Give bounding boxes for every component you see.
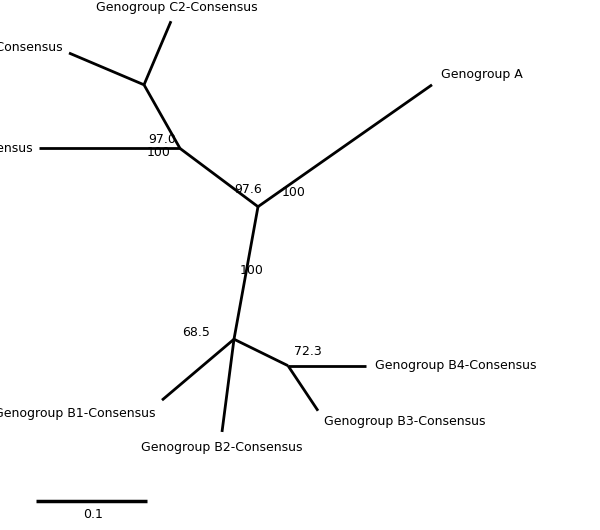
Text: 72.3: 72.3 xyxy=(294,344,322,358)
Text: Genogroup C3-Consensus: Genogroup C3-Consensus xyxy=(0,41,63,54)
Text: Genogroup B2-Consensus: Genogroup B2-Consensus xyxy=(141,441,303,454)
Text: Genogroup B4-Consensus: Genogroup B4-Consensus xyxy=(375,359,536,372)
Text: 100: 100 xyxy=(282,186,306,199)
Text: Genogroup A: Genogroup A xyxy=(441,68,523,81)
Text: Genogroup B1-Consensus: Genogroup B1-Consensus xyxy=(0,407,156,420)
Text: 100: 100 xyxy=(147,146,171,159)
Text: 68.5: 68.5 xyxy=(182,326,210,339)
Text: Genogroup B3-Consensus: Genogroup B3-Consensus xyxy=(324,415,485,428)
Text: 97.6: 97.6 xyxy=(234,183,262,196)
Text: 100: 100 xyxy=(240,264,264,277)
Text: 97.0: 97.0 xyxy=(148,132,176,146)
Text: Genogroup C1-Consensus: Genogroup C1-Consensus xyxy=(0,142,33,155)
Text: 0.1: 0.1 xyxy=(83,508,103,520)
Text: Genogroup C2-Consensus: Genogroup C2-Consensus xyxy=(96,2,258,14)
